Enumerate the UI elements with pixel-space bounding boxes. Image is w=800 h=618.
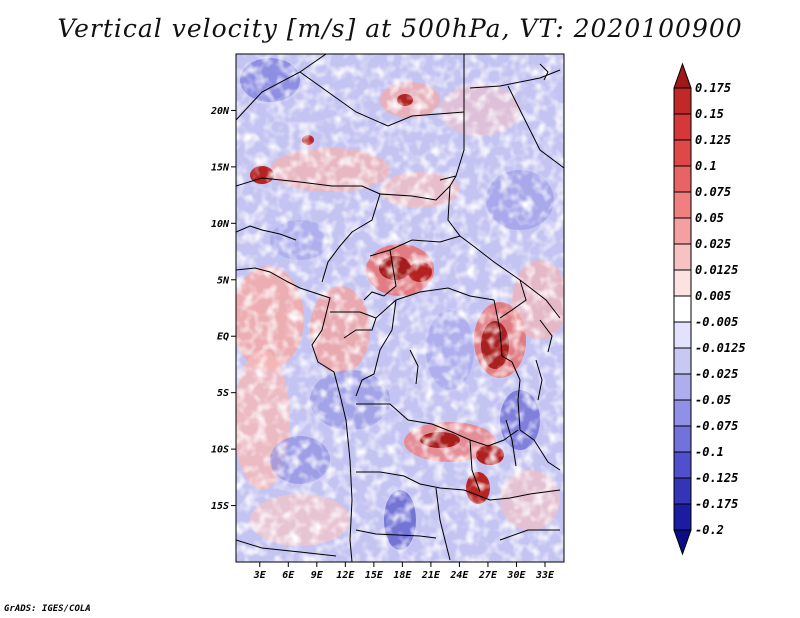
colorbar-label: 0.075	[695, 185, 731, 199]
colorbar-swatch	[673, 399, 692, 427]
colorbar-label: -0.025	[695, 367, 738, 381]
colorbar-label: 0.025	[695, 237, 731, 251]
lon-tick-label: 6E	[282, 570, 295, 581]
colorbar-label: -0.0125	[695, 341, 746, 355]
credit-text: GrADS: IGES/COLA	[4, 604, 91, 614]
colorbar-label: -0.005	[695, 315, 738, 329]
velocity-field	[236, 54, 564, 562]
lat-tick-label: 10N	[211, 219, 230, 230]
lon-tick-label: 3E	[253, 570, 267, 581]
colorbar-swatch	[673, 113, 692, 141]
lon-tick-label: 18E	[393, 570, 412, 581]
colorbar-swatch	[673, 139, 692, 167]
lon-tick-label: 30E	[506, 570, 526, 581]
colorbar: 0.175 0.15 0.125 0.1 0.075 0.05 0.025 0.0125 0.0…	[673, 62, 746, 556]
colorbar-label: -0.125	[695, 471, 738, 485]
lon-tick-label: 15E	[365, 570, 384, 581]
colorbar-label: -0.05	[695, 393, 731, 407]
colorbar-label: -0.075	[695, 419, 738, 433]
colorbar-swatch	[673, 295, 692, 323]
colorbar-swatch	[673, 87, 692, 115]
lon-tick-label: 12E	[336, 570, 355, 581]
colorbar-label: 0.125	[695, 133, 731, 147]
colorbar-label: 0.175	[695, 81, 731, 95]
longitude-axis: 3E 6E 9E 12E 15E 18E 21E 24E 27E 30E 33E	[253, 562, 555, 581]
colorbar-swatch	[673, 269, 692, 297]
lat-tick-label: 20N	[210, 106, 230, 117]
lat-tick-label: 5S	[217, 388, 229, 399]
colorbar-swatch	[673, 243, 692, 271]
colorbar-label: 0.15	[695, 107, 724, 121]
colorbar-label: -0.175	[695, 497, 738, 511]
colorbar-label: 0.05	[695, 211, 724, 225]
colorbar-swatch	[673, 321, 692, 349]
colorbar-swatch	[673, 503, 692, 531]
colorbar-swatch	[673, 373, 692, 401]
lat-tick-label: 15N	[211, 162, 230, 173]
latitude-axis: 20N 15N 10N 5N EQ 5S 10S 15S	[210, 106, 236, 512]
colorbar-min-arrow	[673, 529, 692, 556]
colorbar-label: 0.1	[695, 159, 717, 173]
colorbar-swatch	[673, 165, 692, 193]
colorbar-label: 0.005	[695, 289, 731, 303]
colorbar-label: -0.2	[695, 523, 724, 537]
lat-tick-label: 5N	[217, 275, 230, 286]
lon-tick-label: 33E	[535, 570, 555, 581]
country-borders	[236, 54, 564, 562]
lat-tick-label: EQ	[217, 332, 229, 343]
lon-tick-label: 27E	[478, 570, 498, 581]
map-frame	[235, 53, 565, 563]
colorbar-swatch	[673, 425, 692, 453]
lon-tick-label: 9E	[311, 570, 324, 581]
colorbar-swatch	[673, 217, 692, 245]
colorbar-swatch	[673, 347, 692, 375]
colorbar-max-arrow	[673, 62, 692, 89]
lon-tick-label: 21E	[421, 570, 441, 581]
lat-tick-label: 10S	[211, 445, 229, 456]
colorbar-swatch	[673, 191, 692, 219]
lat-tick-label: 15S	[211, 501, 229, 512]
plot-title: Vertical velocity [m/s] at 500hPa, VT: 2…	[57, 14, 743, 43]
lon-tick-label: 24E	[449, 570, 469, 581]
colorbar-swatch	[673, 451, 692, 479]
colorbar-label: -0.1	[695, 445, 724, 459]
colorbar-label: 0.0125	[695, 263, 738, 277]
colorbar-swatch	[673, 477, 692, 505]
